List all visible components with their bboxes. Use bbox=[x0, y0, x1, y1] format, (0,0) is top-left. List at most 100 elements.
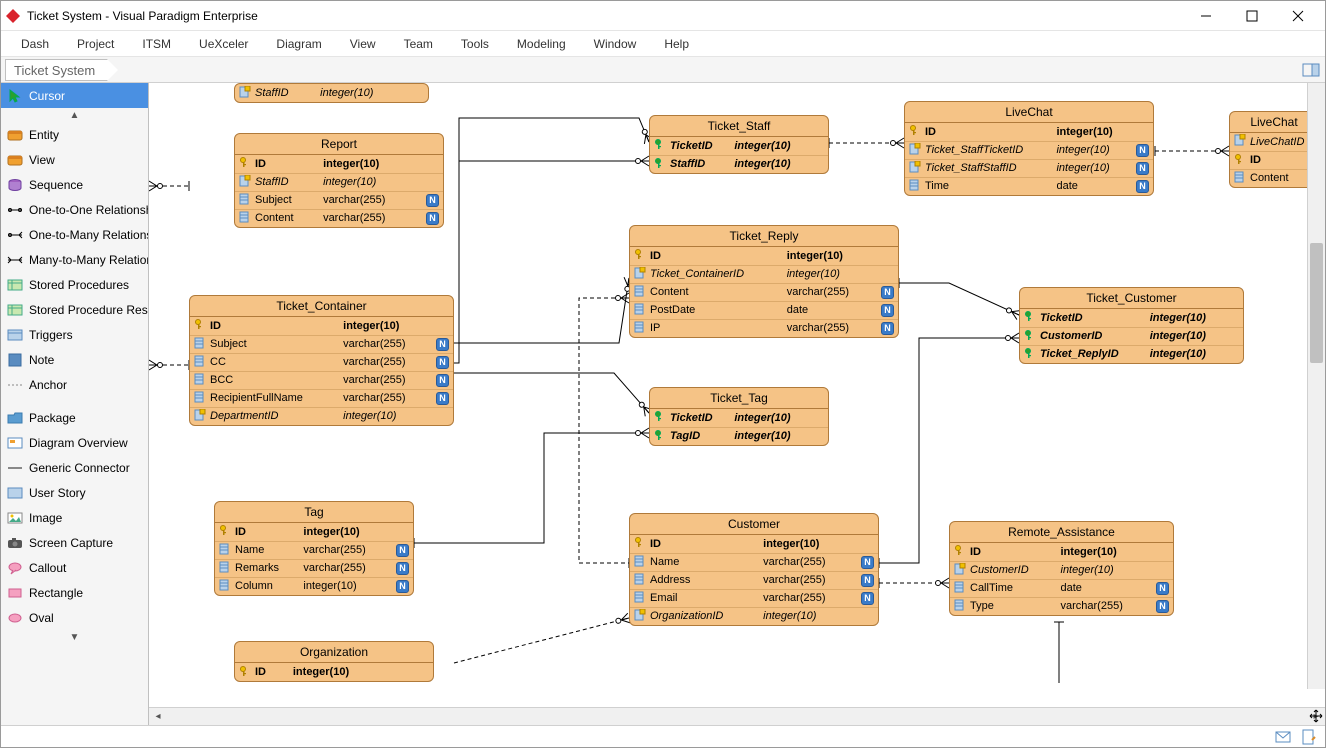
entity-title: LiveChat bbox=[1230, 112, 1318, 133]
palette-label: Generic Connector bbox=[29, 461, 130, 475]
maximize-button[interactable] bbox=[1229, 1, 1275, 31]
col-icon bbox=[235, 209, 251, 227]
column-name: BCC bbox=[206, 371, 339, 389]
relationship-line[interactable] bbox=[454, 618, 629, 663]
entity-livechat[interactable]: LiveChatIDinteger(10)Ticket_StaffTicketI… bbox=[904, 101, 1154, 196]
relationship-line[interactable] bbox=[899, 283, 1019, 315]
nullable-badge: N bbox=[432, 335, 453, 353]
entity-organization[interactable]: OrganizationIDinteger(10) bbox=[234, 641, 434, 682]
column-name: CallTime bbox=[966, 579, 1057, 597]
column-type: date bbox=[783, 301, 877, 319]
palette-callout[interactable]: Callout bbox=[1, 555, 148, 580]
menu-diagram[interactable]: Diagram bbox=[262, 33, 335, 55]
palette-rel-n-n[interactable]: Many-to-Many Relationship bbox=[1, 247, 148, 272]
palette-rect[interactable]: Rectangle bbox=[1, 580, 148, 605]
relationship-line[interactable] bbox=[449, 161, 649, 363]
entity-livechat2[interactable]: LiveChatLiveChatIDIDContent bbox=[1229, 111, 1319, 188]
menu-view[interactable]: View bbox=[336, 33, 390, 55]
palette-rel-1-1[interactable]: One-to-One Relationship bbox=[1, 197, 148, 222]
palette-sproc[interactable]: Stored Procedures bbox=[1, 272, 148, 297]
entity-staffid_frag[interactable]: StaffIDinteger(10) bbox=[234, 83, 429, 103]
palette-userstory[interactable]: User Story bbox=[1, 480, 148, 505]
relationship-line[interactable] bbox=[449, 373, 649, 413]
column-name: Type bbox=[966, 597, 1057, 615]
close-button[interactable] bbox=[1275, 1, 1321, 31]
palette-trigger[interactable]: Triggers bbox=[1, 322, 148, 347]
mail-icon[interactable] bbox=[1275, 729, 1291, 745]
menu-tools[interactable]: Tools bbox=[447, 33, 503, 55]
palette-label: Oval bbox=[29, 611, 54, 625]
fk-icon bbox=[190, 407, 206, 425]
entity-report[interactable]: ReportIDinteger(10)StaffIDinteger(10)Sub… bbox=[234, 133, 444, 228]
vertical-scrollbar[interactable] bbox=[1307, 83, 1325, 689]
column-name: Ticket_ContainerID bbox=[646, 265, 783, 283]
fk-icon bbox=[235, 84, 251, 102]
diagram-canvas[interactable]: StaffIDinteger(10) ReportIDinteger(10)Sta… bbox=[149, 83, 1325, 707]
palette-sprocr[interactable]: Stored Procedure Resultset bbox=[1, 297, 148, 322]
entity-remote_assistance[interactable]: Remote_AssistanceIDinteger(10)CustomerID… bbox=[949, 521, 1174, 616]
menu-modeling[interactable]: Modeling bbox=[503, 33, 580, 55]
toggle-pane-icon[interactable] bbox=[1301, 60, 1321, 80]
entity-ticket_reply[interactable]: Ticket_ReplyIDinteger(10)Ticket_Containe… bbox=[629, 225, 899, 338]
palette-label: Stored Procedures bbox=[29, 278, 129, 292]
column-type: varchar(255) bbox=[759, 589, 857, 607]
relationship-line[interactable] bbox=[579, 298, 629, 563]
palette-package[interactable]: Package bbox=[1, 405, 148, 430]
palette-label: Callout bbox=[29, 561, 66, 575]
menu-dash[interactable]: Dash bbox=[7, 33, 63, 55]
minimize-button[interactable] bbox=[1183, 1, 1229, 31]
palette-connector[interactable]: Generic Connector bbox=[1, 455, 148, 480]
breadcrumb[interactable]: Ticket System bbox=[5, 59, 108, 81]
entity-tag[interactable]: TagIDinteger(10)Namevarchar(255)NRemarks… bbox=[214, 501, 414, 596]
palette-note[interactable]: Note bbox=[1, 347, 148, 372]
rel-1-1-icon bbox=[7, 202, 23, 218]
menu-uexceler[interactable]: UeXceler bbox=[185, 33, 262, 55]
menu-itsm[interactable]: ITSM bbox=[128, 33, 185, 55]
palette-collapse-down[interactable]: ▼ bbox=[1, 630, 148, 644]
palette-image[interactable]: Image bbox=[1, 505, 148, 530]
column-type: integer(10) bbox=[1057, 543, 1153, 561]
relationship-line[interactable] bbox=[414, 433, 649, 543]
rel-n-n-icon bbox=[7, 252, 23, 268]
menu-project[interactable]: Project bbox=[63, 33, 128, 55]
palette-oval[interactable]: Oval bbox=[1, 605, 148, 630]
column-name: CustomerID bbox=[1036, 327, 1146, 345]
entity-ticket_tag[interactable]: Ticket_TagTicketIDinteger(10)TagIDintege… bbox=[649, 387, 829, 446]
palette-entity[interactable]: Entity bbox=[1, 122, 148, 147]
palette-sequence[interactable]: Sequence bbox=[1, 172, 148, 197]
pk-icon bbox=[1230, 151, 1246, 169]
entity-ticket_container[interactable]: Ticket_ContainerIDinteger(10)Subjectvarc… bbox=[189, 295, 454, 426]
palette-cursor[interactable]: Cursor bbox=[1, 83, 148, 108]
column-name: ID bbox=[646, 535, 759, 553]
palette-overview[interactable]: Diagram Overview bbox=[1, 430, 148, 455]
cursor-icon bbox=[7, 88, 23, 104]
column-type: integer(10) bbox=[730, 155, 812, 173]
nullable-badge bbox=[1132, 123, 1153, 141]
entity-ticket_customer[interactable]: Ticket_CustomerTicketIDinteger(10)Custom… bbox=[1019, 287, 1244, 364]
nullable-badge bbox=[857, 607, 878, 625]
column-name: TagID bbox=[666, 427, 730, 445]
scroll-left-button[interactable]: ◂ bbox=[149, 708, 167, 726]
column-name: Ticket_StaffTicketID bbox=[921, 141, 1052, 159]
nullable-badge bbox=[1227, 309, 1243, 327]
column-name: TicketID bbox=[1036, 309, 1146, 327]
menu-team[interactable]: Team bbox=[390, 33, 447, 55]
relationship-line[interactable] bbox=[449, 278, 629, 343]
palette-collapse-up[interactable]: ▲ bbox=[1, 108, 148, 122]
relationship-line[interactable] bbox=[449, 118, 649, 343]
palette-anchor[interactable]: Anchor bbox=[1, 372, 148, 397]
nullable-badge: N bbox=[877, 283, 898, 301]
palette-view[interactable]: View bbox=[1, 147, 148, 172]
entity-ticket_staff[interactable]: Ticket_StaffTicketIDinteger(10)StaffIDin… bbox=[649, 115, 829, 174]
column-name: Ticket_ReplyID bbox=[1036, 345, 1146, 363]
menu-help[interactable]: Help bbox=[650, 33, 703, 55]
column-type: integer(10) bbox=[316, 84, 412, 102]
palette-rel-1-n[interactable]: One-to-Many Relationship bbox=[1, 222, 148, 247]
column-name: Name bbox=[646, 553, 759, 571]
menu-window[interactable]: Window bbox=[580, 33, 651, 55]
entity-customer[interactable]: CustomerIDinteger(10)Namevarchar(255)NAd… bbox=[629, 513, 879, 626]
horizontal-scrollbar[interactable]: ◂ ▸ bbox=[149, 707, 1325, 725]
palette-capture[interactable]: Screen Capture bbox=[1, 530, 148, 555]
note-icon[interactable] bbox=[1301, 729, 1317, 745]
resize-handle-icon[interactable] bbox=[1307, 707, 1325, 725]
